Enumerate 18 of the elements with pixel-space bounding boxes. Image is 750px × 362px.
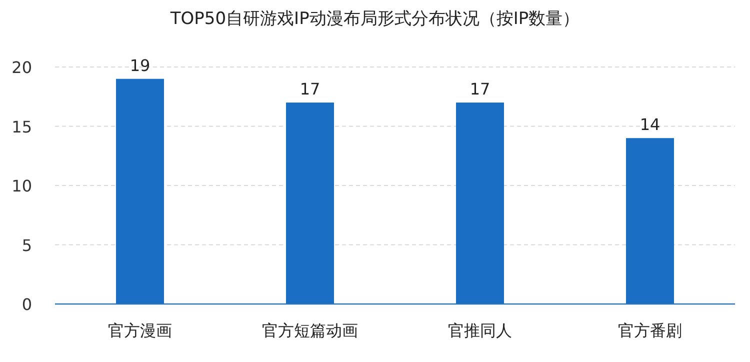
chart-title: TOP50自研游戏IP动漫布局形式分布状况（按IP数量）	[169, 9, 580, 29]
data-label: 14	[640, 115, 660, 134]
data-label: 17	[300, 80, 320, 99]
y-tick-label: 15	[12, 117, 32, 136]
bar	[116, 78, 164, 304]
x-tick-label: 官方漫画	[108, 321, 172, 340]
bar	[286, 102, 334, 304]
y-tick-label: 10	[12, 176, 32, 196]
x-tick-label: 官方番剧	[618, 321, 682, 340]
data-label: 17	[470, 80, 490, 99]
data-label: 19	[130, 56, 150, 75]
bar	[626, 138, 674, 304]
x-tick-label: 官方短篇动画	[262, 321, 358, 340]
y-tick-label: 20	[12, 58, 32, 77]
y-tick-label: 0	[22, 295, 32, 314]
bar	[456, 102, 504, 304]
x-tick-label: 官推同人	[448, 321, 512, 340]
y-tick-label: 5	[22, 236, 32, 255]
